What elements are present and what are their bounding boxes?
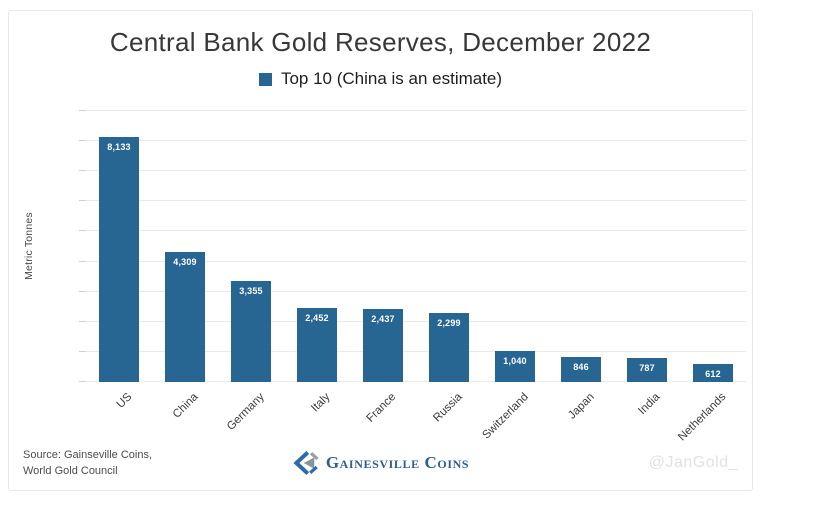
y-tick-mark	[79, 320, 86, 322]
bar-italy: 2,452	[297, 308, 337, 382]
gainesville-coins-logo: Gainesville Coins	[292, 450, 469, 476]
bar-slot: 8,133 US	[86, 111, 152, 411]
x-axis-label: China	[170, 391, 201, 421]
bar-value-label: 3,355	[239, 285, 263, 296]
source-line-1: Source: Gainseville Coins,	[23, 448, 153, 461]
gainesville-coins-logo-icon	[292, 450, 318, 476]
y-tick-mark	[79, 260, 86, 262]
bar-france: 2,437	[363, 308, 403, 382]
logo-text: Gainesville Coins	[325, 453, 470, 472]
gridline	[86, 350, 746, 352]
chart-card: Central Bank Gold Reserves, December 202…	[8, 10, 753, 491]
gridline	[86, 230, 746, 232]
legend-label: Top 10 (China is an estimate)	[280, 69, 503, 88]
x-axis-label: India	[636, 391, 663, 418]
gridline	[86, 381, 746, 382]
source-line-2: World Gold Council	[23, 465, 118, 477]
bar-value-label: 846	[573, 361, 589, 372]
bar-slot: 846 Japan	[548, 111, 614, 422]
gridline	[86, 140, 746, 142]
bar-value-label: 2,299	[437, 317, 461, 328]
bar-value-label: 1,040	[503, 355, 527, 366]
bar-india: 787	[627, 358, 667, 382]
x-axis-label: Switzerland	[479, 391, 531, 442]
bar-value-label: 2,452	[305, 313, 329, 324]
chart-title: Central Bank Gold Reserves, December 202…	[109, 27, 652, 57]
x-axis-label: Netherlands	[676, 391, 729, 444]
bar-germany: 3,355	[231, 280, 271, 382]
source-note: Source: Gainseville Coins, World Gold Co…	[23, 447, 152, 480]
bar-switzerland: 1,040	[495, 350, 535, 382]
bar-slot: 2,299 Russia	[416, 111, 482, 424]
footer: Source: Gainseville Coins, World Gold Co…	[23, 443, 738, 483]
x-axis-label: US	[114, 391, 135, 411]
y-tick-mark	[79, 140, 86, 142]
gridline	[86, 170, 746, 172]
bar-russia: 2,299	[429, 312, 469, 382]
plot-area: 8,133 US 4,309 China 3,355 Germany 2,452 Italy 2…	[79, 110, 746, 443]
x-axis-label: France	[364, 391, 399, 425]
x-axis-label: Italy	[309, 391, 333, 415]
y-tick-mark	[79, 290, 86, 292]
y-tick-mark	[79, 381, 86, 382]
bar-value-label: 2,437	[371, 313, 395, 324]
x-axis-label: Germany	[224, 391, 267, 433]
bar-slot: 1,040 Switzerland	[480, 111, 548, 442]
bar-china: 4,309	[165, 252, 205, 382]
bar-slot: 3,355 Germany	[218, 111, 284, 433]
y-tick-mark	[79, 230, 86, 232]
legend-swatch	[258, 72, 272, 86]
bar-value-label: 8,133	[107, 142, 131, 153]
gridline	[86, 200, 746, 202]
watermark: @JanGold_	[648, 454, 738, 471]
y-tick-mark	[79, 350, 86, 352]
gridline	[86, 260, 746, 262]
y-tick-mark	[79, 110, 86, 111]
bar-value-label: 612	[705, 368, 721, 379]
bar-slot: 2,437 France	[350, 111, 416, 425]
bar-netherlands: 612	[693, 363, 733, 382]
y-tick-mark	[79, 170, 86, 172]
bar-us: 8,133	[99, 137, 139, 382]
x-axis-label: Japan	[565, 391, 597, 422]
x-axis-label: Russia	[431, 391, 465, 425]
y-tick-mark	[79, 200, 86, 202]
gridline	[86, 110, 746, 111]
bar-slot: 4,309 China	[152, 111, 218, 421]
bar-value-label: 787	[639, 363, 655, 374]
y-axis-title: Metric Tonnes	[23, 212, 35, 280]
bars-row: 8,133 US 4,309 China 3,355 Germany 2,452 Italy 2…	[86, 111, 746, 443]
gridline	[86, 290, 746, 292]
bar-value-label: 4,309	[173, 257, 197, 268]
bar-slot: 612 Netherlands	[676, 111, 746, 443]
bar-japan: 846	[561, 356, 601, 382]
gridline	[86, 320, 746, 322]
legend: Top 10 (China is an estimate)	[9, 69, 752, 89]
bar-slot: 2,452 Italy	[284, 111, 350, 414]
bar-slot: 787 India	[614, 111, 680, 417]
